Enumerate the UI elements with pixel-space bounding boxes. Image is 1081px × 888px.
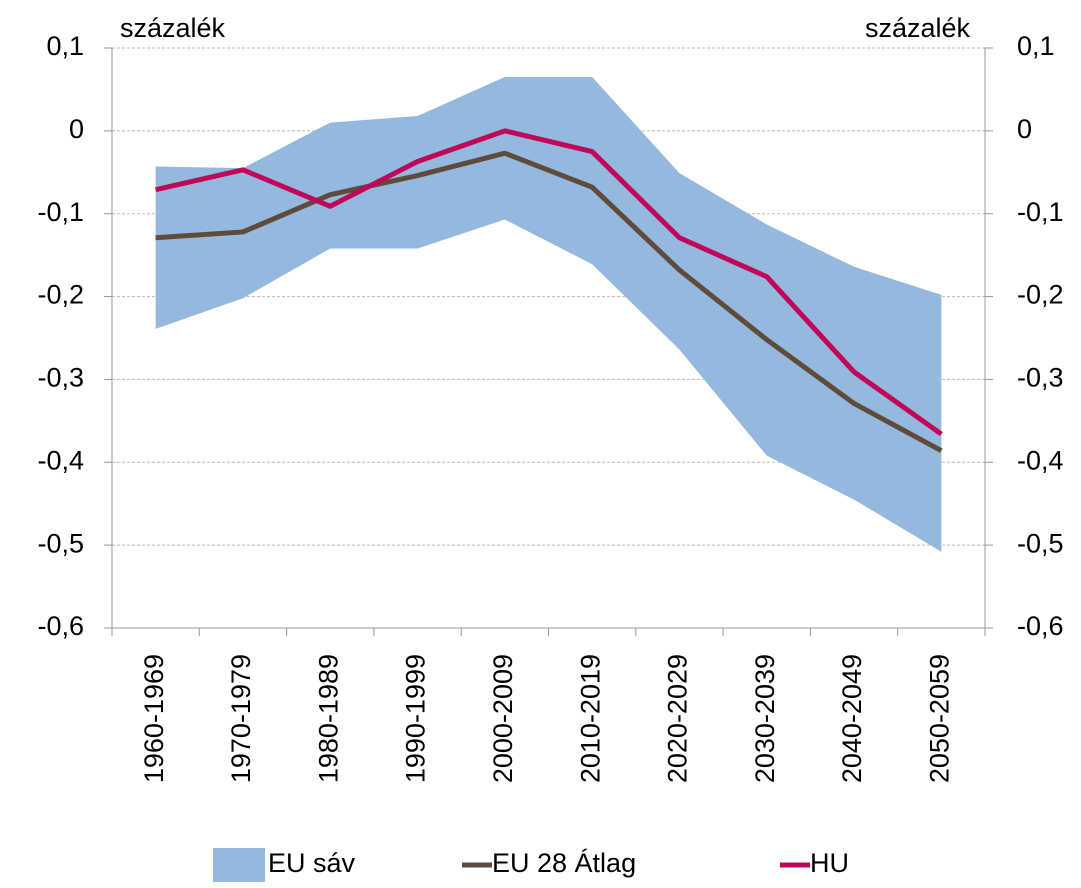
y-tick-label: 0 (69, 114, 84, 144)
legend-label: HU (810, 848, 849, 878)
x-tick-label: 1990-1999 (401, 654, 431, 783)
y2-tick-label: -0,2 (1017, 280, 1064, 310)
legend-label: EU sáv (268, 848, 356, 878)
x-tick-label: 2040-2049 (837, 654, 867, 783)
x-tick-label: 1960-1969 (139, 654, 169, 783)
y-tick-label: -0,3 (37, 363, 84, 393)
y2-tick-label: 0 (1017, 114, 1032, 144)
x-tick-label: 2030-2039 (750, 654, 780, 783)
x-tick-label: 2000-2009 (488, 654, 518, 783)
x-tick-label: 2010-2019 (575, 654, 605, 783)
y2-tick-label: -0,1 (1017, 197, 1064, 227)
y-tick-label: -0,6 (37, 611, 84, 641)
y2-tick-label: -0,3 (1017, 363, 1064, 393)
x-tick-label: 1980-1989 (313, 654, 343, 783)
legend-label: EU 28 Átlag (492, 848, 636, 878)
y2-axis-label: százalék (865, 13, 971, 43)
y-tick-label: -0,2 (37, 280, 84, 310)
y2-tick-label: -0,4 (1017, 445, 1064, 475)
x-tick-label: 1970-1979 (226, 654, 256, 783)
x-tick-label: 2050-2059 (924, 654, 954, 783)
y-tick-label: -0,5 (37, 528, 84, 558)
line-series (155, 128, 943, 437)
line-series (155, 150, 943, 453)
band-area (155, 77, 942, 552)
y2-tick-label: -0,5 (1017, 528, 1064, 558)
y2-tick-label: -0,6 (1017, 611, 1064, 641)
y-axis-label: százalék (120, 13, 226, 43)
x-tick-label: 2020-2029 (663, 654, 693, 783)
y-tick-label: 0,1 (46, 31, 84, 61)
y2-tick-label: 0,1 (1017, 31, 1055, 61)
y-tick-label: -0,1 (37, 197, 84, 227)
y-tick-label: -0,4 (37, 445, 84, 475)
legend-swatch (213, 848, 265, 882)
